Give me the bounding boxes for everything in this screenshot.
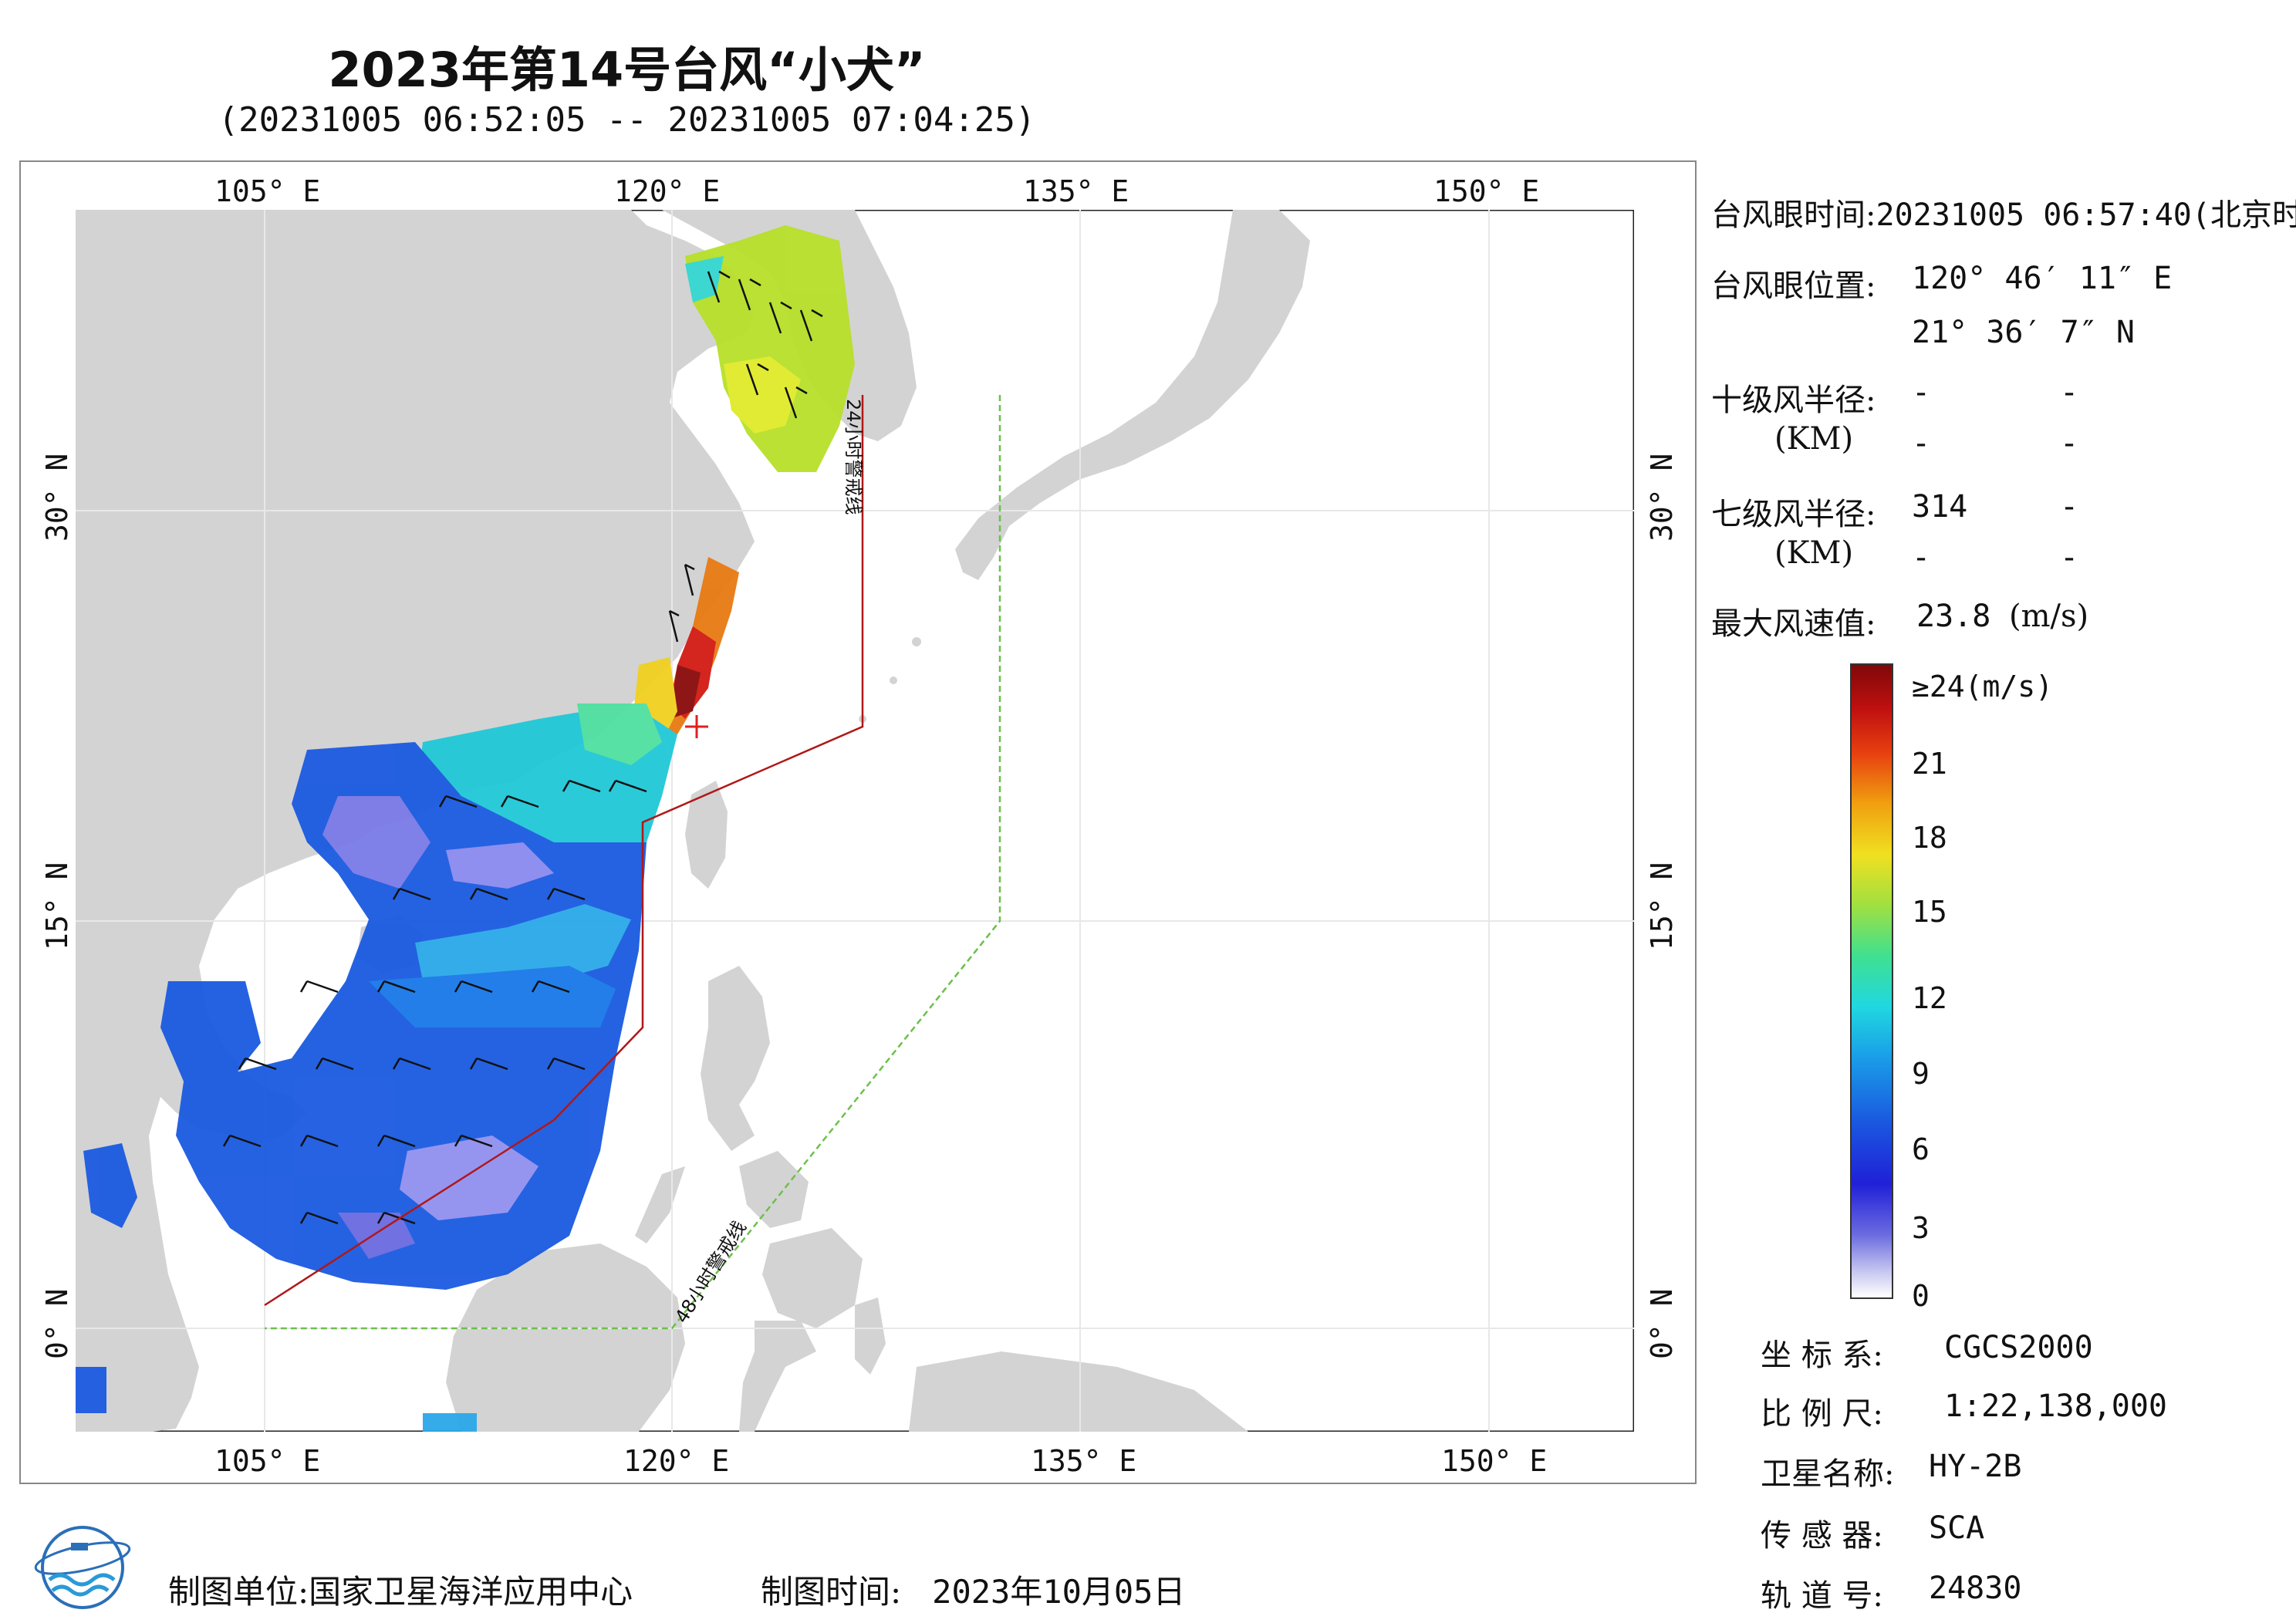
lat-label-left-30: 30° N [40, 454, 74, 542]
lon-label-bottom-150: 150° E [1441, 1444, 1547, 1478]
r7-value-4: - [2060, 540, 2078, 575]
lon-label-top-105: 105° E [214, 174, 320, 208]
org-logo [32, 1520, 133, 1615]
lon-label-top-120: 120° E [614, 174, 720, 208]
r7-value-3: - [1912, 540, 1930, 575]
lon-label-bottom-105: 105° E [214, 1444, 320, 1478]
colorbar-label-12: 12 [1912, 981, 1947, 1015]
r7-label: 七级风半径: [1711, 489, 1876, 534]
scale-value: 1:22,138,000 [1944, 1388, 2167, 1424]
eye-time-label: 台风眼时间: [1711, 197, 1876, 233]
eye-lat-value: 21° 36′ 7″ N [1912, 315, 2135, 350]
colorbar-label-18: 18 [1912, 821, 1947, 855]
colorbar-label-24: ≥24(m/s) [1912, 670, 2053, 704]
r7-km-label: (KM) [1774, 535, 1853, 571]
scale-label: 比 例 尺: [1761, 1388, 1883, 1433]
max-wind-label: 最大风速值: [1711, 599, 1876, 643]
colorbar-label-21: 21 [1912, 747, 1947, 781]
colorbar-label-6: 6 [1912, 1132, 1930, 1166]
map-canvas[interactable]: 24小时警戒线 48小时警戒线 [76, 210, 1634, 1432]
lon-label-top-135: 135° E [1023, 174, 1129, 208]
sensor-label: 传 感 器: [1761, 1510, 1883, 1555]
footer-org-label: 制图单位: [168, 1573, 309, 1611]
eye-time-value: 20231005 06:57:40(北京时) [1876, 197, 2296, 233]
r10-label: 十级风半径: [1711, 375, 1876, 420]
max-wind-value: 23.8 [1916, 599, 1990, 634]
colorbar-label-15: 15 [1912, 895, 1947, 929]
satellite-value: HY-2B [1929, 1449, 2021, 1484]
lon-label-top-150: 150° E [1433, 174, 1539, 208]
colorbar [1850, 663, 1893, 1299]
footer-date-label: 制图时间: [761, 1573, 901, 1611]
r7-value-1: 314 [1912, 489, 1967, 525]
map-subtitle: (20231005 06:52:05 -- 20231005 07:04:25) [0, 100, 1254, 140]
footer-date-value: 2023年10月05日 [932, 1573, 1185, 1611]
lat-label-left-15: 15° N [40, 862, 74, 950]
orbit-value: 24830 [1929, 1571, 2021, 1606]
lat-label-right-0: 0° N [1645, 1288, 1679, 1359]
lat-label-right-15: 15° N [1645, 862, 1679, 950]
r10-value-2: - [2060, 375, 2078, 410]
r10-km-label: (KM) [1774, 421, 1853, 457]
map-title: 2023年第14号台风“小犬” [0, 31, 1254, 100]
lat-label-right-30: 30° N [1645, 454, 1679, 542]
warning-label-24h: 24小时警戒线 [842, 399, 864, 515]
eye-pos-label: 台风眼位置: [1711, 261, 1876, 305]
satellite-label: 卫星名称: [1761, 1449, 1894, 1493]
colorbar-label-0: 0 [1912, 1279, 1930, 1313]
sensor-value: SCA [1929, 1510, 1984, 1546]
orbit-label: 轨 道 号: [1761, 1571, 1883, 1615]
crs-value: CGCS2000 [1944, 1330, 2093, 1365]
colorbar-label-3: 3 [1912, 1211, 1930, 1245]
r10-value-1: - [1912, 375, 1930, 410]
lon-label-bottom-120: 120° E [623, 1444, 729, 1478]
lon-label-bottom-135: 135° E [1031, 1444, 1136, 1478]
footer-org-value: 国家卫星海洋应用中心 [309, 1573, 633, 1611]
max-wind-unit: (m/s) [2009, 599, 2088, 634]
eye-lon-value: 120° 46′ 11″ E [1912, 261, 2172, 296]
r10-value-4: - [2060, 426, 2078, 461]
colorbar-label-9: 9 [1912, 1057, 1930, 1091]
r7-value-2: - [2060, 489, 2078, 525]
crs-label: 坐 标 系: [1761, 1330, 1883, 1375]
lat-label-left-0: 0° N [40, 1288, 74, 1359]
r10-value-3: - [1912, 426, 1930, 461]
